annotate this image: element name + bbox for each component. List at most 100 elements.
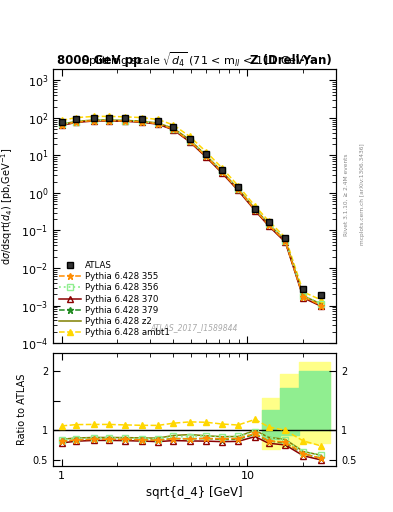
Pythia 6.428 370	[220, 170, 224, 176]
Pythia 6.428 379	[283, 239, 288, 245]
Legend: ATLAS, Pythia 6.428 355, Pythia 6.428 356, Pythia 6.428 370, Pythia 6.428 379, P: ATLAS, Pythia 6.428 355, Pythia 6.428 35…	[57, 260, 171, 339]
Pythia 6.428 379	[59, 122, 64, 128]
Pythia 6.428 355	[74, 119, 79, 125]
Pythia 6.428 z2	[171, 125, 176, 132]
Line: Pythia 6.428 ambt1: Pythia 6.428 ambt1	[59, 113, 325, 303]
Pythia 6.428 z2	[140, 118, 144, 124]
Line: Pythia 6.428 355: Pythia 6.428 355	[58, 117, 325, 309]
Pythia 6.428 ambt1	[266, 218, 271, 224]
Pythia 6.428 370	[92, 118, 97, 124]
Pythia 6.428 356	[204, 153, 209, 159]
Pythia 6.428 356	[266, 221, 271, 227]
ATLAS	[235, 184, 240, 190]
Pythia 6.428 355	[140, 119, 144, 125]
Pythia 6.428 z2	[301, 293, 306, 299]
Pythia 6.428 379	[107, 118, 111, 124]
Pythia 6.428 356	[92, 117, 97, 123]
Pythia 6.428 355	[253, 206, 257, 212]
ATLAS	[156, 118, 160, 124]
Pythia 6.428 z2	[74, 118, 79, 124]
Pythia 6.428 z2	[92, 117, 97, 123]
Pythia 6.428 355	[156, 121, 160, 127]
Pythia 6.428 379	[266, 222, 271, 228]
Pythia 6.428 356	[253, 206, 257, 212]
X-axis label: sqrt{d_4} [GeV]: sqrt{d_4} [GeV]	[146, 486, 243, 499]
Pythia 6.428 379	[92, 118, 97, 124]
Pythia 6.428 355	[235, 186, 240, 193]
Pythia 6.428 ambt1	[301, 289, 306, 295]
Pythia 6.428 z2	[283, 237, 288, 243]
Pythia 6.428 ambt1	[253, 203, 257, 209]
Pythia 6.428 370	[59, 122, 64, 129]
Pythia 6.428 z2	[204, 153, 209, 159]
Y-axis label: d$\sigma$/dsqrt($d_4$) [pb,GeV$^{-1}$]: d$\sigma$/dsqrt($d_4$) [pb,GeV$^{-1}$]	[0, 147, 15, 265]
Pythia 6.428 z2	[235, 186, 240, 192]
Pythia 6.428 355	[283, 238, 288, 244]
ATLAS	[319, 292, 324, 298]
ATLAS	[74, 116, 79, 122]
Pythia 6.428 356	[74, 118, 79, 124]
Pythia 6.428 ambt1	[204, 149, 209, 155]
Pythia 6.428 z2	[319, 301, 324, 307]
Pythia 6.428 379	[301, 294, 306, 300]
Pythia 6.428 379	[156, 121, 160, 127]
Line: Pythia 6.428 379: Pythia 6.428 379	[58, 117, 325, 309]
Pythia 6.428 ambt1	[319, 297, 324, 303]
Text: Z (Drell-Yan): Z (Drell-Yan)	[250, 54, 332, 67]
Text: Rivet 3.1.10, ≥ 2.4M events: Rivet 3.1.10, ≥ 2.4M events	[344, 153, 349, 236]
Pythia 6.428 z2	[59, 121, 64, 127]
Pythia 6.428 356	[220, 168, 224, 175]
ATLAS	[123, 115, 128, 121]
Pythia 6.428 370	[187, 139, 192, 145]
Pythia 6.428 370	[319, 303, 324, 309]
Text: 8000 GeV pp: 8000 GeV pp	[57, 54, 141, 67]
Pythia 6.428 356	[283, 238, 288, 244]
ATLAS	[283, 234, 288, 241]
Pythia 6.428 355	[220, 169, 224, 175]
Pythia 6.428 ambt1	[92, 113, 97, 119]
Pythia 6.428 370	[253, 207, 257, 214]
Y-axis label: Ratio to ATLAS: Ratio to ATLAS	[17, 374, 27, 445]
Pythia 6.428 355	[107, 118, 111, 124]
Pythia 6.428 355	[187, 138, 192, 144]
Pythia 6.428 356	[107, 117, 111, 123]
Pythia 6.428 355	[92, 118, 97, 124]
Pythia 6.428 370	[123, 118, 128, 124]
Pythia 6.428 379	[140, 119, 144, 125]
Pythia 6.428 370	[301, 295, 306, 301]
Pythia 6.428 355	[266, 222, 271, 228]
Pythia 6.428 379	[187, 138, 192, 144]
Pythia 6.428 379	[253, 207, 257, 213]
Line: Pythia 6.428 356: Pythia 6.428 356	[59, 117, 324, 307]
Pythia 6.428 370	[74, 119, 79, 125]
Pythia 6.428 z2	[123, 117, 128, 123]
Pythia 6.428 370	[235, 187, 240, 194]
Pythia 6.428 355	[59, 122, 64, 128]
ATLAS	[107, 115, 111, 121]
Pythia 6.428 370	[283, 239, 288, 245]
ATLAS	[92, 115, 97, 121]
Pythia 6.428 379	[74, 119, 79, 125]
Pythia 6.428 ambt1	[235, 182, 240, 188]
Pythia 6.428 355	[204, 153, 209, 159]
Pythia 6.428 356	[187, 137, 192, 143]
ATLAS	[301, 286, 306, 292]
Pythia 6.428 356	[235, 186, 240, 192]
Pythia 6.428 370	[140, 119, 144, 125]
Pythia 6.428 379	[171, 126, 176, 132]
Pythia 6.428 ambt1	[220, 165, 224, 171]
Line: ATLAS: ATLAS	[58, 115, 325, 298]
ATLAS	[59, 118, 64, 124]
Pythia 6.428 355	[123, 118, 128, 124]
Pythia 6.428 355	[301, 294, 306, 300]
Pythia 6.428 z2	[187, 137, 192, 143]
Pythia 6.428 379	[220, 169, 224, 176]
Pythia 6.428 ambt1	[283, 234, 288, 241]
Pythia 6.428 ambt1	[74, 115, 79, 121]
Pythia 6.428 z2	[253, 206, 257, 212]
Pythia 6.428 ambt1	[123, 114, 128, 120]
Pythia 6.428 z2	[266, 221, 271, 227]
Pythia 6.428 379	[319, 303, 324, 309]
ATLAS	[171, 124, 176, 130]
Text: ATLAS_2017_I1589844: ATLAS_2017_I1589844	[151, 323, 238, 332]
